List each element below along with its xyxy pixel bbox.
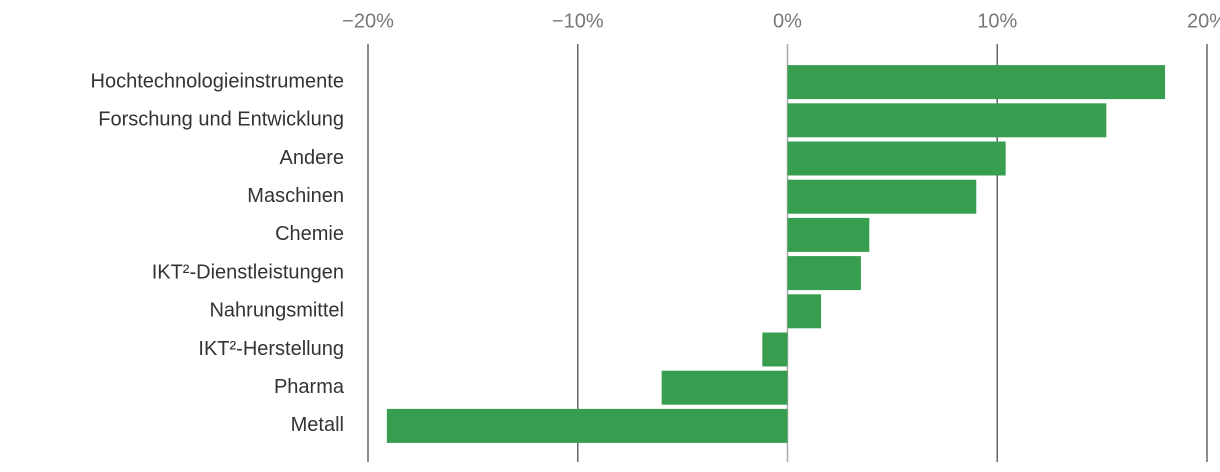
y-tick-label: Metall — [291, 414, 344, 436]
y-tick-label: Chemie — [275, 223, 344, 245]
bar — [787, 65, 1166, 100]
x-tick-label: 0% — [773, 10, 802, 32]
y-tick-label: Nahrungsmittel — [209, 300, 344, 322]
bar — [661, 370, 788, 405]
bar — [787, 179, 977, 214]
y-tick-label: Maschinen — [247, 185, 344, 207]
y-tick-label: Hochtechnologieinstrumente — [91, 70, 345, 92]
x-tick-label: −10% — [552, 10, 604, 32]
bar — [787, 294, 822, 329]
x-tick-label: −20% — [342, 10, 394, 32]
bar — [787, 256, 861, 291]
x-tick-label: 10% — [977, 10, 1017, 32]
bar — [787, 141, 1006, 176]
x-tick-label: 20% — [1187, 10, 1220, 32]
y-tick-label: IKT²-Dienstleistungen — [152, 261, 344, 283]
bar — [787, 103, 1107, 138]
bar — [386, 408, 788, 443]
bar — [762, 332, 788, 367]
y-tick-label: Andere — [280, 147, 345, 169]
bar — [787, 217, 870, 252]
y-tick-label: Forschung und Entwicklung — [98, 109, 344, 131]
y-tick-label: IKT²-Herstellung — [198, 338, 344, 360]
y-tick-label: Pharma — [274, 376, 345, 398]
